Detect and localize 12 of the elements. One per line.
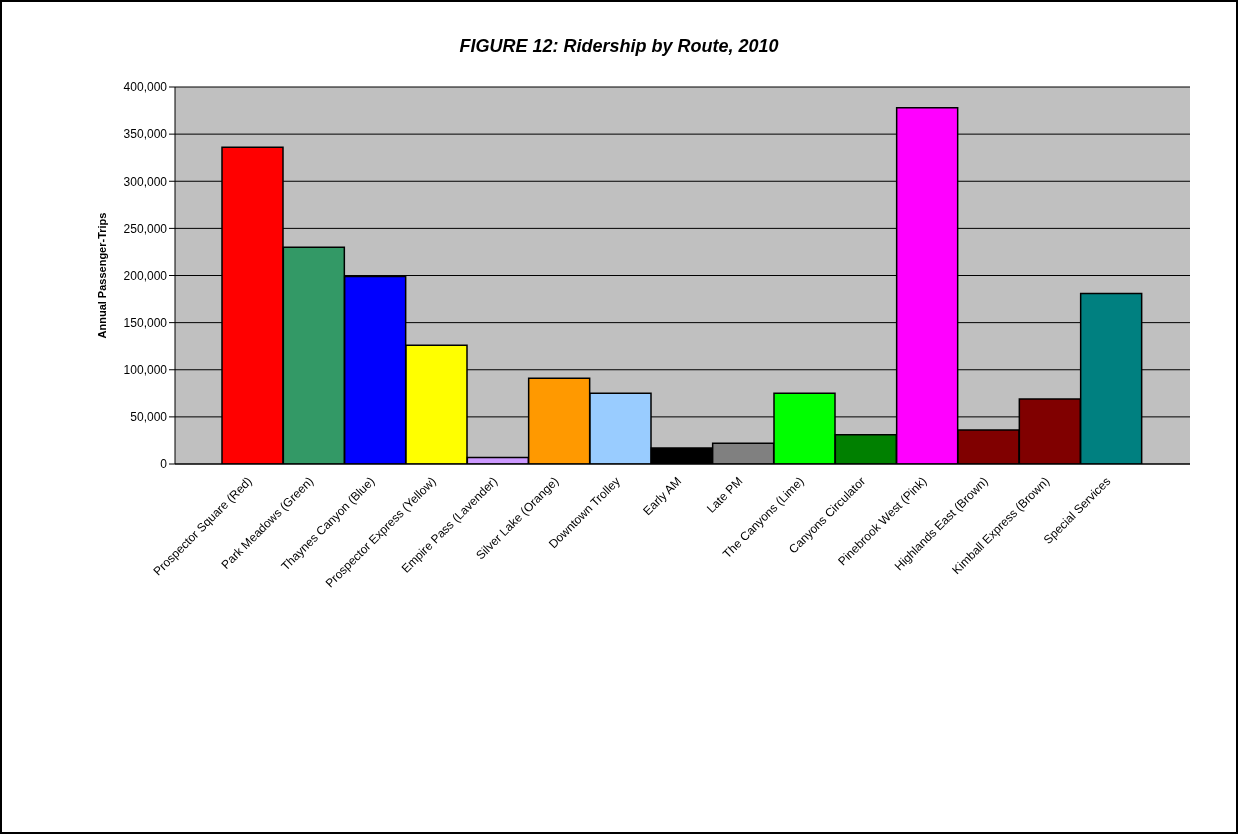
y-tick-label: 200,000 <box>123 268 168 283</box>
y-tick-label: 150,000 <box>123 315 168 330</box>
chart-title: FIGURE 12: Ridership by Route, 2010 <box>458 36 780 57</box>
y-axis-title: Annual Passenger-Trips <box>95 212 108 339</box>
y-tick-label: 300,000 <box>123 174 168 189</box>
y-tick-label: 400,000 <box>123 80 168 95</box>
x-tick-label: Late PM <box>703 474 746 516</box>
y-tick-label: 250,000 <box>123 221 168 236</box>
y-tick-label: 50,000 <box>130 410 168 425</box>
y-tick-label: 350,000 <box>123 127 168 142</box>
y-tick-label: 100,000 <box>123 363 168 378</box>
y-tick-label: 0 <box>160 457 168 472</box>
